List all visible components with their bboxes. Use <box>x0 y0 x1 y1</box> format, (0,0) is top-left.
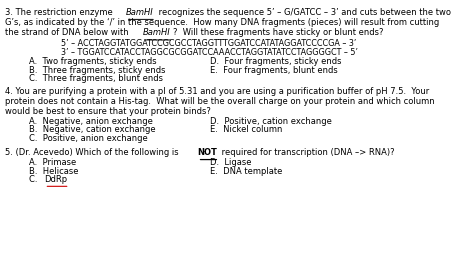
Text: B.  Helicase: B. Helicase <box>29 166 79 176</box>
Text: D.  Positive, cation exchange: D. Positive, cation exchange <box>210 117 332 126</box>
Text: BamHI: BamHI <box>126 8 154 17</box>
Text: E.  Four fragments, blunt ends: E. Four fragments, blunt ends <box>210 66 337 75</box>
Text: G’s, as indicated by the ‘/’ in the sequence.  How many DNA fragments (pieces) w: G’s, as indicated by the ‘/’ in the sequ… <box>5 18 440 27</box>
Text: B.  Negative, cation exchange: B. Negative, cation exchange <box>29 125 156 134</box>
Text: DdRp: DdRp <box>45 175 68 184</box>
Text: 5’ – ACCTAGGTATGGATCCGCGCCTAGGTTTGGATCCATATAGGATCCCCGA – 3’: 5’ – ACCTAGGTATGGATCCGCGCCTAGGTTTGGATCCA… <box>62 39 357 48</box>
Text: recognizes the sequence 5’ – G/GATCC – 3’ and cuts between the two: recognizes the sequence 5’ – G/GATCC – 3… <box>156 8 451 17</box>
Text: NOT: NOT <box>198 148 218 157</box>
Text: 3’ – TGGATCCATACCTAGGCGCGGATCCAAACCTAGGTATATCCTAGGGGCT – 5’: 3’ – TGGATCCATACCTAGGCGCGGATCCAAACCTAGGT… <box>62 48 358 57</box>
Text: 3. The restriction enzyme: 3. The restriction enzyme <box>5 8 116 17</box>
Text: the strand of DNA below with: the strand of DNA below with <box>5 28 132 37</box>
Text: 4. You are purifying a protein with a pI of 5.31 and you are using a purificatio: 4. You are purifying a protein with a pI… <box>5 87 429 96</box>
Text: C.: C. <box>29 175 43 184</box>
Text: D.  Ligase: D. Ligase <box>210 158 251 167</box>
Text: E.  Nickel column: E. Nickel column <box>210 125 282 134</box>
Text: C.  Positive, anion exchange: C. Positive, anion exchange <box>29 134 148 142</box>
Text: A.  Two fragments, sticky ends: A. Two fragments, sticky ends <box>29 57 157 67</box>
Text: required for transcription (DNA –> RNA)?: required for transcription (DNA –> RNA)? <box>219 148 395 157</box>
Text: D.  Four fragments, sticky ends: D. Four fragments, sticky ends <box>210 57 341 67</box>
Text: C.  Three fragments, blunt ends: C. Three fragments, blunt ends <box>29 74 164 83</box>
Text: ?  Will these fragments have sticky or blunt ends?: ? Will these fragments have sticky or bl… <box>173 28 384 37</box>
Text: A.  Primase: A. Primase <box>29 158 77 167</box>
Text: E.  DNA template: E. DNA template <box>210 166 282 176</box>
Text: A.  Negative, anion exchange: A. Negative, anion exchange <box>29 117 153 126</box>
Text: B.  Three fragments, sticky ends: B. Three fragments, sticky ends <box>29 66 166 75</box>
Text: BamHI: BamHI <box>143 28 171 37</box>
Text: 5. (Dr. Acevedo) Which of the following is: 5. (Dr. Acevedo) Which of the following … <box>5 148 182 157</box>
Text: protein does not contain a His-tag.  What will be the overall charge on your pro: protein does not contain a His-tag. What… <box>5 97 435 106</box>
Text: would be best to ensure that your protein binds?: would be best to ensure that your protei… <box>5 107 211 116</box>
